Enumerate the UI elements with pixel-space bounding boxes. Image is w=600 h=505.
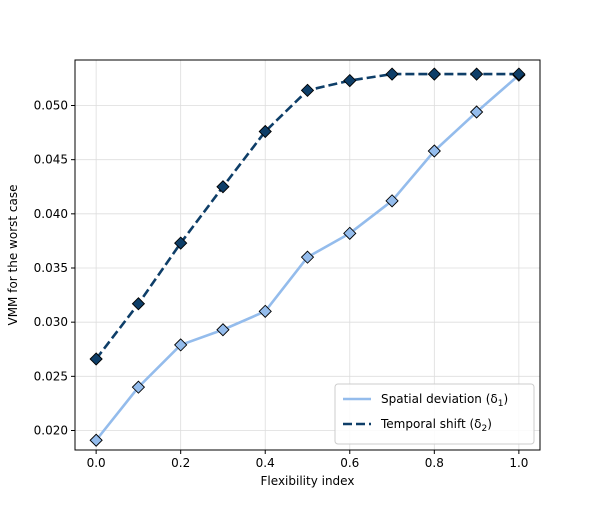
x-tick-label: 0.8 xyxy=(425,456,444,470)
y-tick-label: 0.050 xyxy=(34,99,68,113)
series-1-point xyxy=(131,380,146,394)
y-tick-label: 0.040 xyxy=(34,207,68,221)
series-2-point xyxy=(131,297,146,311)
series-2-point xyxy=(216,180,230,194)
series-1-point xyxy=(343,226,357,240)
series-1-point xyxy=(427,144,441,158)
series-1-point xyxy=(258,304,272,318)
series-1-point xyxy=(300,250,315,264)
y-tick-label: 0.020 xyxy=(34,424,68,438)
series-1-point xyxy=(174,338,188,352)
series-2-point xyxy=(469,67,484,81)
y-tick-label: 0.035 xyxy=(34,261,68,275)
series-2-line xyxy=(95,72,519,360)
series-2-point xyxy=(343,73,357,88)
series-2-point xyxy=(89,352,103,366)
legend: Spatial deviation (δ1) Temporal shift (δ2… xyxy=(334,383,535,445)
y-tick-label: 0.025 xyxy=(34,369,68,383)
series-1 xyxy=(89,68,526,447)
series-1-point xyxy=(216,323,230,337)
series-2 xyxy=(89,67,526,366)
axis-ticks: 0.0 0.2 0.4 0.6 0.8 1.0 0.020 0.025 0.030 0.035 0.… xyxy=(34,99,529,471)
x-axis-label: Flexibility index xyxy=(261,474,355,488)
plot-frame xyxy=(74,59,541,451)
series-layer xyxy=(89,67,526,447)
legend-label-2: Temporal shift (δ2) xyxy=(380,417,492,434)
series-2-point xyxy=(385,67,399,81)
legend-box xyxy=(334,383,535,445)
x-tick-label: 0.2 xyxy=(171,456,190,470)
series-2-point xyxy=(258,124,272,139)
series-2-point xyxy=(427,67,441,81)
series-1-point xyxy=(89,433,103,447)
series-1-point xyxy=(469,105,484,119)
series-2-point xyxy=(512,67,526,81)
y-tick-label: 0.030 xyxy=(34,315,68,329)
y-axis-label: VMM for the worst case xyxy=(6,185,20,326)
y-tick-label: 0.045 xyxy=(34,153,68,167)
series-2-point xyxy=(174,236,188,250)
series-2-point xyxy=(300,83,315,97)
x-tick-label: 1.0 xyxy=(509,456,528,470)
series-1-point xyxy=(385,194,399,208)
x-tick-label: 0.6 xyxy=(340,456,359,470)
x-tick-label: 0.4 xyxy=(256,456,275,470)
x-tick-label: 0.0 xyxy=(87,456,106,470)
legend-label-1: Spatial deviation (δ1) xyxy=(381,392,508,409)
